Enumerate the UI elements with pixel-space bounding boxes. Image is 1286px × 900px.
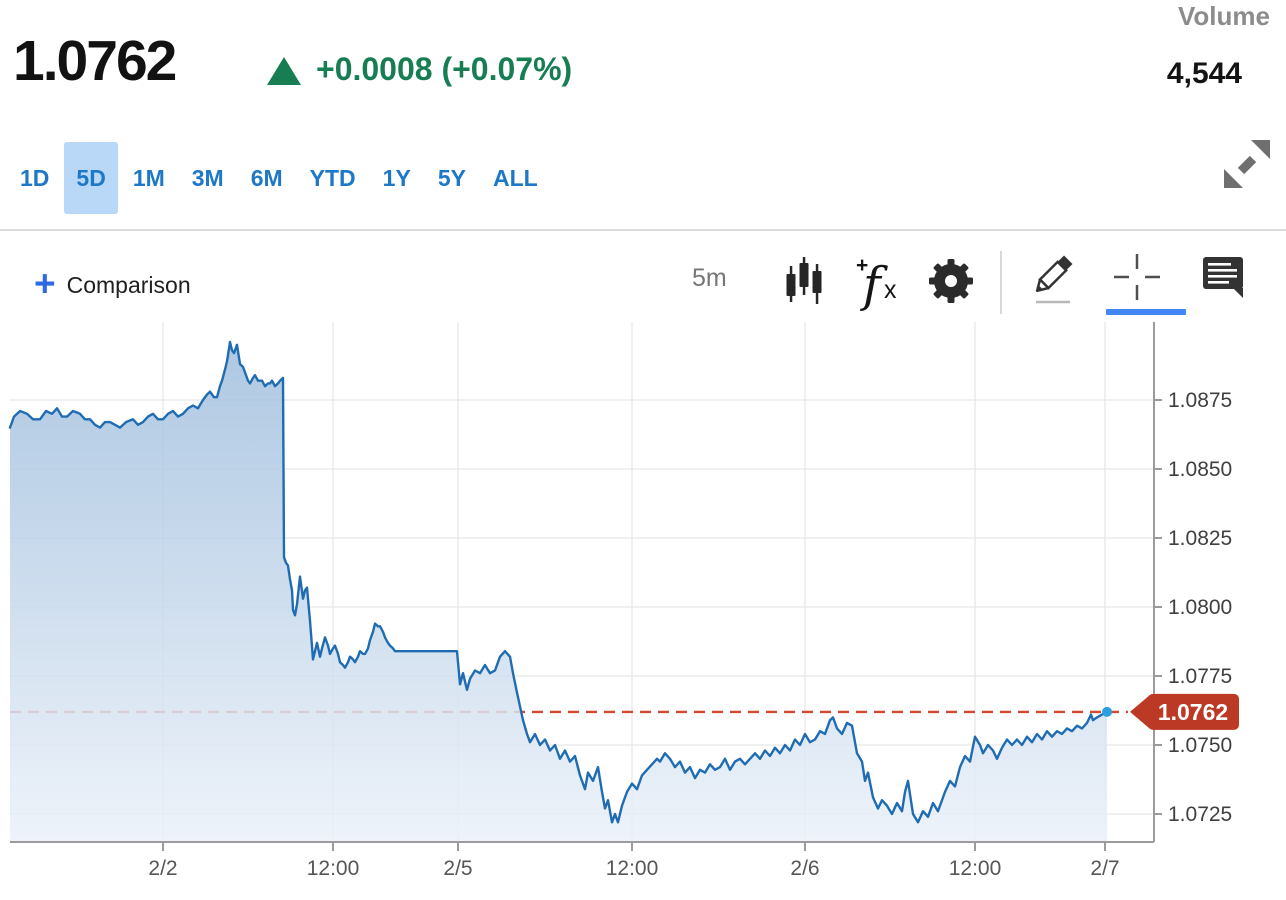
- range-tab-6m[interactable]: 6M: [239, 142, 295, 214]
- x-axis-label: 2/7: [1090, 857, 1119, 880]
- range-tabs: 1D 5D 1M 3M 6M YTD 1Y 5Y ALL: [8, 142, 550, 214]
- x-axis-label: 2/5: [443, 857, 472, 880]
- x-axis-label: 12:00: [949, 857, 1002, 880]
- x-axis-label: 12:00: [606, 857, 659, 880]
- candlestick-chart-icon: [786, 257, 822, 304]
- settings-gear-icon: [929, 259, 973, 303]
- svg-text:1.0762: 1.0762: [1158, 699, 1228, 725]
- x-axis-label: 2/6: [790, 857, 819, 880]
- price-line: [8, 340, 1109, 824]
- y-axis-label: 1.0775: [1168, 665, 1232, 688]
- comparison-label: Comparison: [66, 271, 191, 298]
- svg-text:x: x: [884, 276, 897, 304]
- expand-icon: [1224, 140, 1270, 188]
- plus-icon: +: [34, 262, 56, 304]
- y-axis-label: 1.0800: [1168, 596, 1232, 619]
- toolbar-divider: [1000, 251, 1002, 314]
- range-tab-all[interactable]: ALL: [481, 142, 550, 214]
- range-tab-3m[interactable]: 3M: [180, 142, 236, 214]
- range-tab-1m[interactable]: 1M: [121, 142, 177, 214]
- range-tab-ytd[interactable]: YTD: [298, 142, 368, 214]
- comments-icon: [1203, 257, 1243, 298]
- crosshair-icon: [1114, 254, 1160, 300]
- chart-type-button[interactable]: [780, 252, 828, 308]
- y-axis-label: 1.0875: [1168, 389, 1232, 412]
- svg-text:+: +: [856, 254, 868, 277]
- crosshair-tool-button[interactable]: [1108, 248, 1166, 306]
- indicators-fx-icon: + f x: [856, 254, 897, 313]
- range-tab-5d[interactable]: 5D: [64, 142, 118, 214]
- price-change: +0.0008 (+0.07%): [316, 51, 573, 87]
- chart-settings-button[interactable]: [926, 256, 976, 306]
- indicators-button[interactable]: + f x: [852, 248, 904, 313]
- active-tool-underline: [1106, 309, 1186, 315]
- y-axis-label: 1.0725: [1168, 803, 1232, 826]
- draw-button[interactable]: [1022, 244, 1082, 308]
- x-axis-label: 12:00: [307, 857, 360, 880]
- range-tab-5y[interactable]: 5Y: [426, 142, 478, 214]
- section-divider: [0, 229, 1286, 231]
- comparison-button[interactable]: + Comparison: [28, 260, 197, 310]
- price-chart[interactable]: 1.0875 1.0850 1.0825 1.0800 1.0775 1.0750 1.07…: [0, 320, 1286, 900]
- interval-select[interactable]: 5m: [686, 262, 733, 295]
- area-fill: [10, 342, 1107, 842]
- range-tab-1d[interactable]: 1D: [8, 142, 61, 214]
- y-axis-label: 1.0850: [1168, 458, 1232, 481]
- expand-chart-button[interactable]: [1218, 134, 1278, 200]
- draw-pencil-icon: [1035, 255, 1073, 304]
- volume-label: Volume: [1178, 1, 1270, 31]
- current-price-tag: 1.0762: [1130, 693, 1239, 730]
- last-price-dot: [1102, 706, 1112, 717]
- comments-button[interactable]: [1198, 252, 1250, 304]
- last-price: 1.0762: [13, 29, 177, 93]
- up-triangle-icon: [267, 57, 301, 85]
- volume-value: 4,544: [1166, 57, 1242, 90]
- range-tab-1y[interactable]: 1Y: [371, 142, 423, 214]
- y-axis-label: 1.0750: [1168, 734, 1232, 757]
- y-axis-label: 1.0825: [1168, 527, 1232, 550]
- x-axis-label: 2/2: [148, 857, 177, 880]
